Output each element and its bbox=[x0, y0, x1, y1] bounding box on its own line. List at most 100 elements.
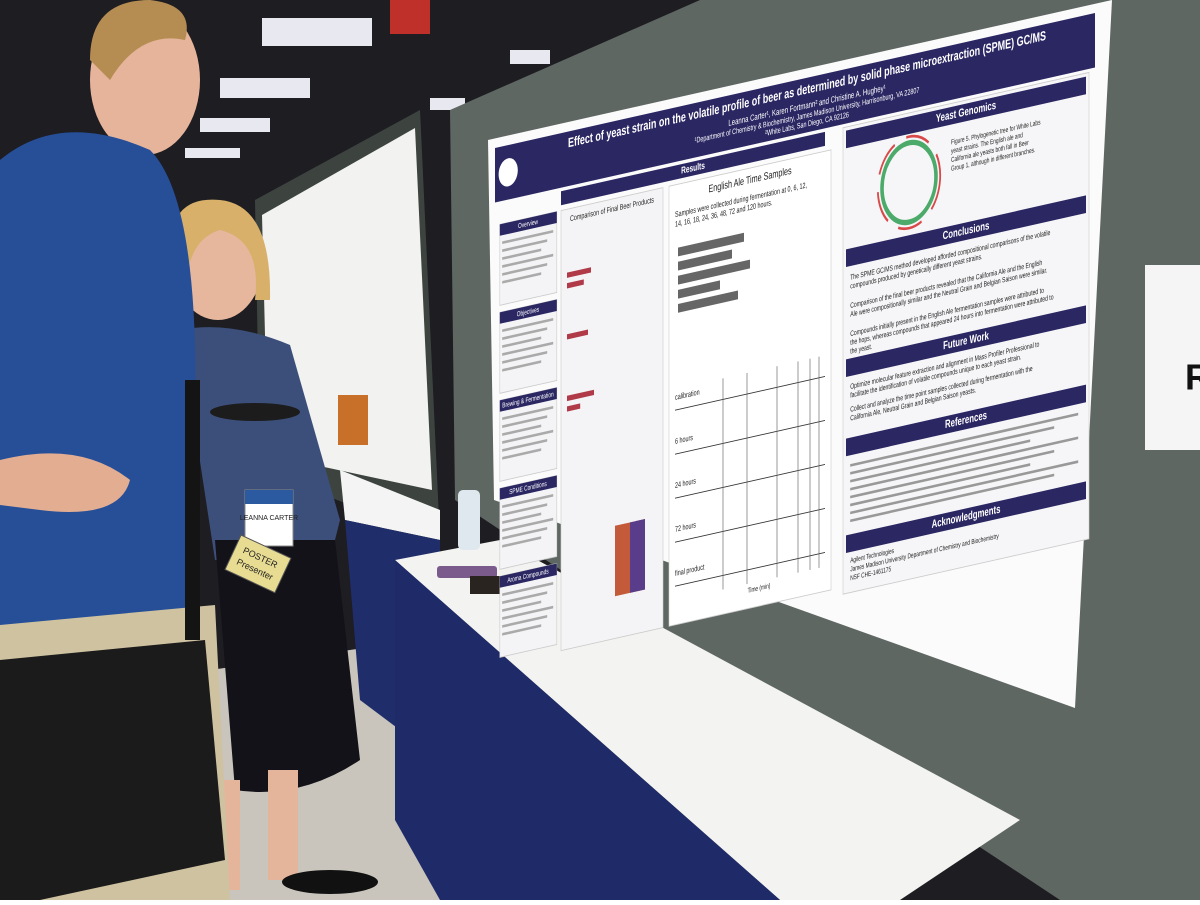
figure-bar bbox=[567, 403, 581, 412]
light bbox=[430, 98, 465, 110]
sign-letter: R bbox=[1185, 357, 1200, 398]
shoulder-bag bbox=[0, 640, 225, 900]
section-heading: Objectives bbox=[517, 307, 539, 319]
text-line bbox=[502, 327, 548, 340]
title-bar bbox=[495, 13, 1096, 203]
timeline-figure bbox=[678, 232, 751, 313]
text-line bbox=[502, 253, 554, 268]
text-line bbox=[502, 336, 542, 348]
text-line bbox=[502, 605, 554, 620]
text-line bbox=[502, 624, 542, 636]
section-header bbox=[499, 299, 557, 324]
water-bottle bbox=[458, 490, 480, 550]
man-hair bbox=[90, 0, 187, 80]
woman-leg bbox=[268, 770, 298, 880]
text-line bbox=[502, 415, 548, 428]
results-heading: Results bbox=[681, 159, 705, 176]
reference-line bbox=[850, 436, 1079, 491]
trace bbox=[675, 420, 826, 455]
man-hand bbox=[0, 453, 130, 512]
woman-hair bbox=[170, 199, 271, 300]
trace bbox=[675, 464, 826, 499]
side-sign bbox=[1145, 265, 1200, 450]
text-line bbox=[502, 438, 548, 452]
trace bbox=[675, 552, 826, 587]
text-line bbox=[502, 526, 548, 540]
woman-skirt bbox=[215, 540, 360, 792]
badge-name: LEANNA CARTER bbox=[240, 515, 298, 522]
text-line bbox=[502, 272, 542, 284]
text-line bbox=[502, 248, 542, 260]
badge-header bbox=[245, 490, 293, 504]
phylogenetic-tree bbox=[880, 139, 938, 226]
reference-line bbox=[850, 460, 1079, 515]
reference-line bbox=[850, 473, 1055, 523]
text-line bbox=[502, 360, 542, 372]
back-poster-figure bbox=[338, 395, 368, 445]
section-heading: Overview bbox=[518, 219, 538, 231]
figure-bar bbox=[567, 329, 589, 340]
comparison-panel bbox=[560, 187, 664, 652]
woman-blouse bbox=[180, 327, 340, 560]
ceiling-lights bbox=[185, 18, 550, 158]
section-header bbox=[846, 384, 1087, 457]
light bbox=[220, 78, 310, 98]
light bbox=[185, 148, 240, 158]
text-line bbox=[502, 493, 554, 509]
light bbox=[510, 50, 550, 64]
text-line bbox=[502, 503, 548, 516]
text-line bbox=[502, 405, 554, 421]
timeline-bar bbox=[678, 232, 745, 257]
text-line bbox=[502, 429, 554, 444]
text-line bbox=[502, 350, 548, 364]
results-banner bbox=[561, 131, 826, 206]
text-line bbox=[502, 614, 548, 628]
timeline-bar bbox=[678, 280, 721, 299]
section-header bbox=[499, 387, 557, 412]
text-line bbox=[502, 239, 548, 252]
light bbox=[200, 118, 270, 132]
section-header bbox=[499, 475, 557, 500]
reference-line bbox=[850, 426, 1055, 475]
text-line bbox=[502, 591, 548, 604]
section-header bbox=[499, 563, 557, 588]
text-line bbox=[502, 512, 542, 524]
text-line bbox=[502, 600, 542, 612]
text-line bbox=[502, 581, 554, 597]
man-sweater bbox=[0, 132, 200, 630]
figure-bar bbox=[567, 267, 592, 278]
bar-figures bbox=[567, 267, 595, 412]
poster-content: Effect of yeast strain on the volatile p… bbox=[495, 13, 1096, 658]
section-header bbox=[846, 76, 1087, 149]
text-line bbox=[502, 341, 554, 356]
section-header bbox=[846, 305, 1087, 378]
reference-line bbox=[850, 449, 1055, 499]
phylogenetic-tree-ring bbox=[876, 134, 942, 231]
hanging-sign bbox=[390, 0, 430, 34]
figure-bar bbox=[567, 389, 595, 402]
timeline-bar bbox=[678, 259, 751, 285]
figure-bar bbox=[567, 279, 584, 289]
university-logo bbox=[498, 158, 518, 187]
section-header bbox=[499, 211, 557, 236]
text-line bbox=[502, 517, 554, 532]
table-skirt bbox=[395, 560, 780, 900]
text-line bbox=[502, 317, 554, 333]
timeline-bar bbox=[678, 249, 733, 271]
text-line bbox=[502, 448, 542, 460]
ribbon bbox=[224, 534, 292, 594]
reference-line bbox=[850, 439, 1031, 483]
reference-line bbox=[850, 463, 1031, 507]
bag-strap bbox=[185, 380, 200, 640]
text-line bbox=[502, 229, 554, 245]
trace bbox=[675, 376, 826, 411]
phone bbox=[437, 566, 497, 578]
timeline-bar bbox=[678, 290, 739, 313]
text-line bbox=[502, 424, 542, 436]
trace bbox=[675, 508, 826, 543]
reference-line bbox=[850, 412, 1079, 467]
text-line bbox=[502, 262, 548, 276]
section-header bbox=[846, 481, 1087, 554]
